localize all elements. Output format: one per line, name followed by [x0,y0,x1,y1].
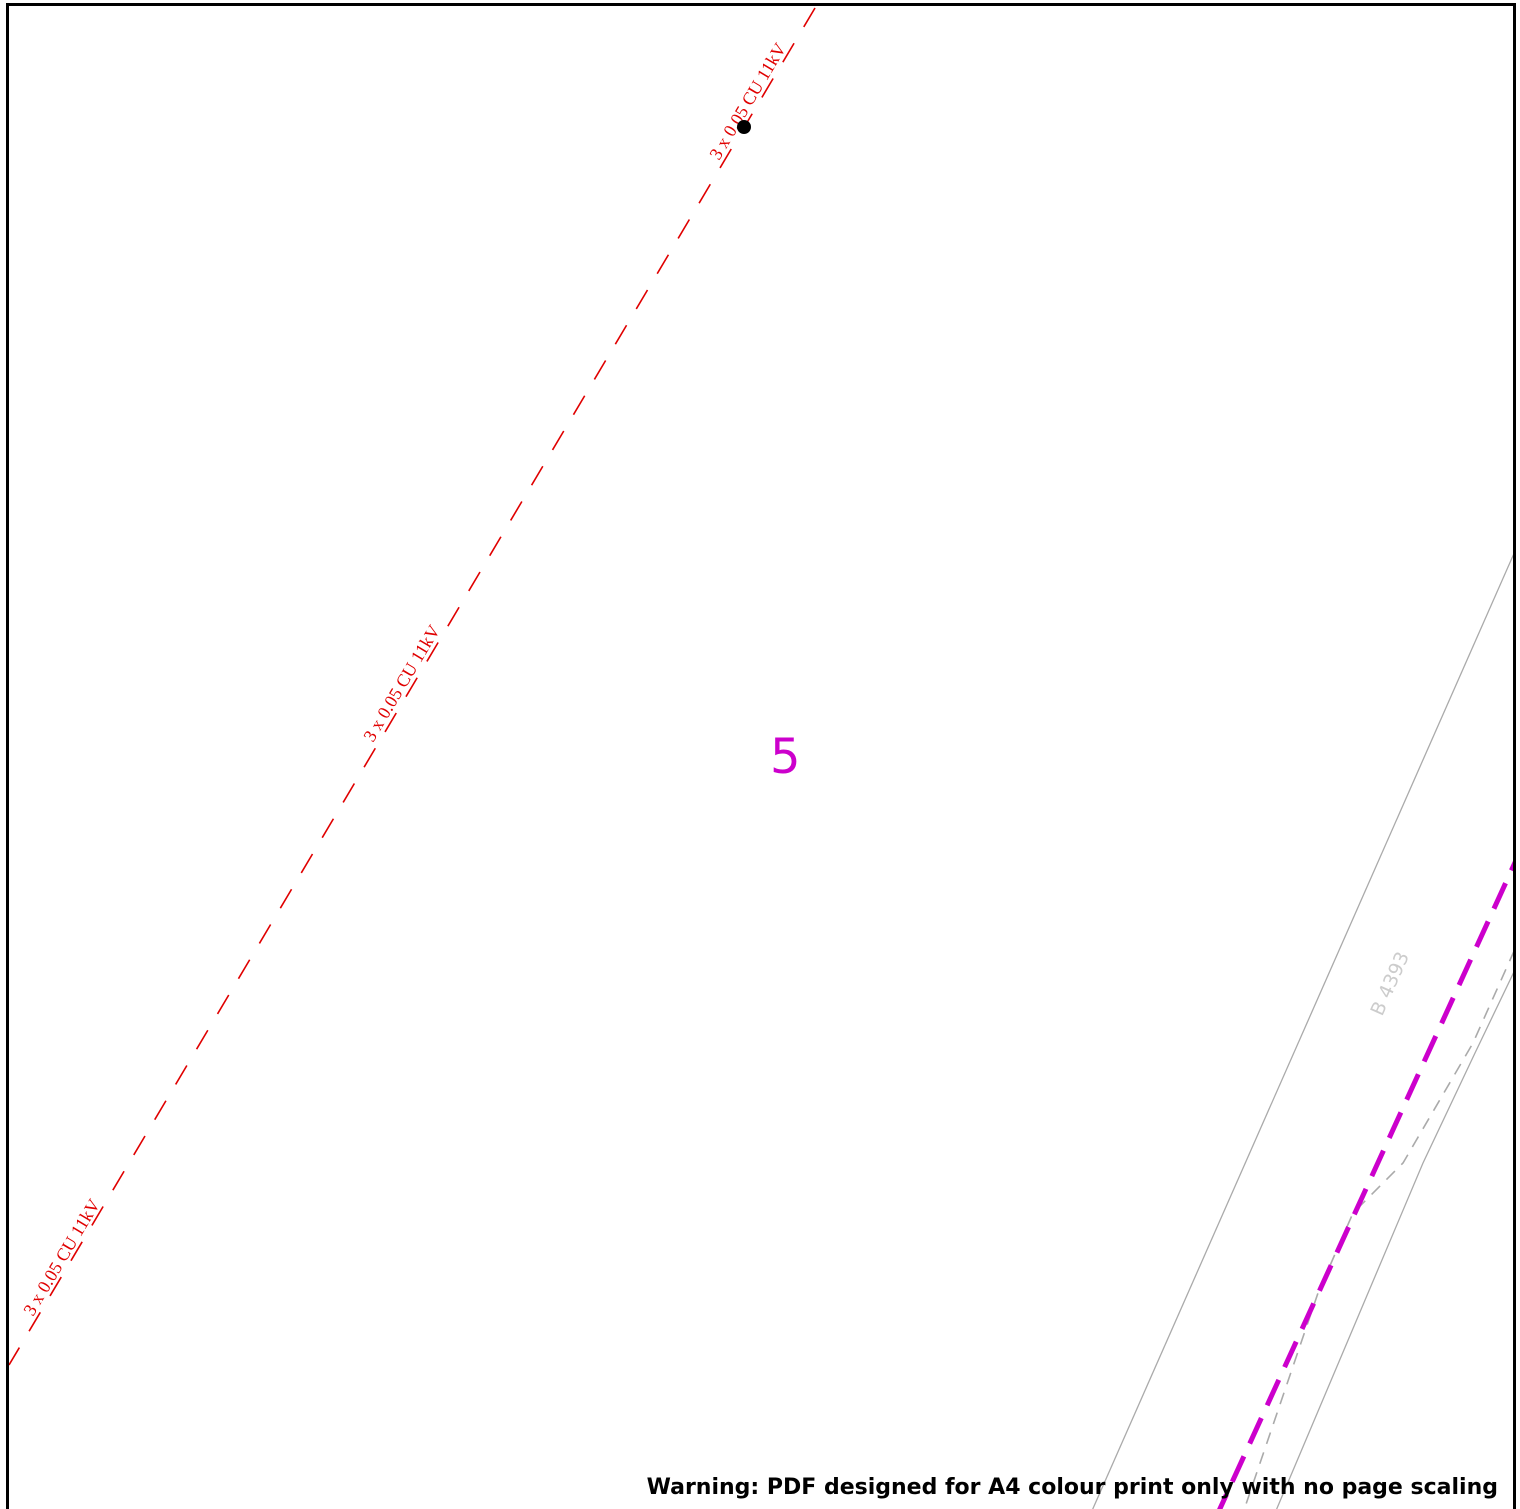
road-edge-east [1275,972,1513,1509]
cable-node-marker[interactable] [737,120,751,134]
cable-label-top: 3 x 0.05 CU 11kV [705,40,790,163]
footpath-dashed [1243,951,1513,1509]
road-edge-west [1092,554,1513,1509]
cable-label-bottom: 3 x 0.05 CU 11kV [19,1196,104,1319]
sheet-number: 5 [770,729,801,785]
cable-11kv-line [9,7,816,1366]
map-frame: 3 x 0.05 CU 11kV 3 x 0.05 CU 11kV 3 x 0.… [6,3,1516,1509]
cable-label-middle: 3 x 0.05 CU 11kV [359,622,444,745]
boundary-dashed [1217,860,1513,1509]
road-label: B 4393 [1366,948,1414,1019]
print-warning: Warning: PDF designed for A4 colour prin… [646,1475,1498,1500]
map-canvas: 3 x 0.05 CU 11kV 3 x 0.05 CU 11kV 3 x 0.… [9,7,1513,1509]
